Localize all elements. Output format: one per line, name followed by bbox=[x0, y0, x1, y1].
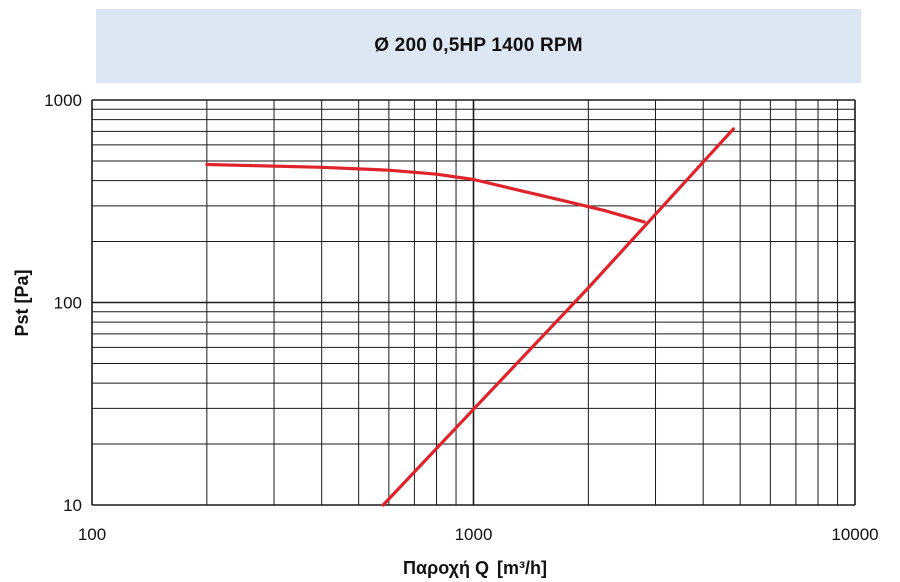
series-line-2 bbox=[381, 127, 736, 507]
x-axis-label: Παροχή Q [m³/h] bbox=[403, 558, 547, 578]
grid bbox=[91, 99, 856, 506]
y-tick-label: 100 bbox=[54, 294, 82, 313]
y-tick-label: 10 bbox=[63, 496, 82, 515]
x-tick-label: 1000 bbox=[455, 525, 493, 544]
x-tick-label: 10000 bbox=[831, 525, 878, 544]
x-axis-label-name: Παροχή Q bbox=[403, 558, 489, 578]
series-group bbox=[205, 127, 736, 507]
series-line-1 bbox=[205, 162, 646, 224]
y-axis-label: Pst [Pa] bbox=[12, 269, 32, 336]
y-tick-label: 1000 bbox=[44, 91, 82, 110]
tick-labels: 100 1000 10000 10 100 1000 bbox=[44, 91, 878, 544]
x-tick-label: 100 bbox=[78, 525, 106, 544]
chart-title-banner: Ø 200 0,5HP 1400 RPM bbox=[96, 9, 861, 83]
chart-title: Ø 200 0,5HP 1400 RPM bbox=[374, 35, 583, 56]
x-axis-label-unit: [m³/h] bbox=[497, 558, 547, 578]
